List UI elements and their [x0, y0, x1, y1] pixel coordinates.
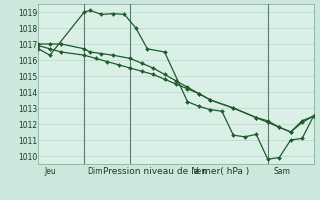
Text: Sam: Sam [274, 167, 290, 176]
Text: Jeu: Jeu [44, 167, 56, 176]
Text: Dim: Dim [87, 167, 103, 176]
Text: Ven: Ven [193, 167, 207, 176]
X-axis label: Pression niveau de la mer( hPa ): Pression niveau de la mer( hPa ) [103, 167, 249, 176]
